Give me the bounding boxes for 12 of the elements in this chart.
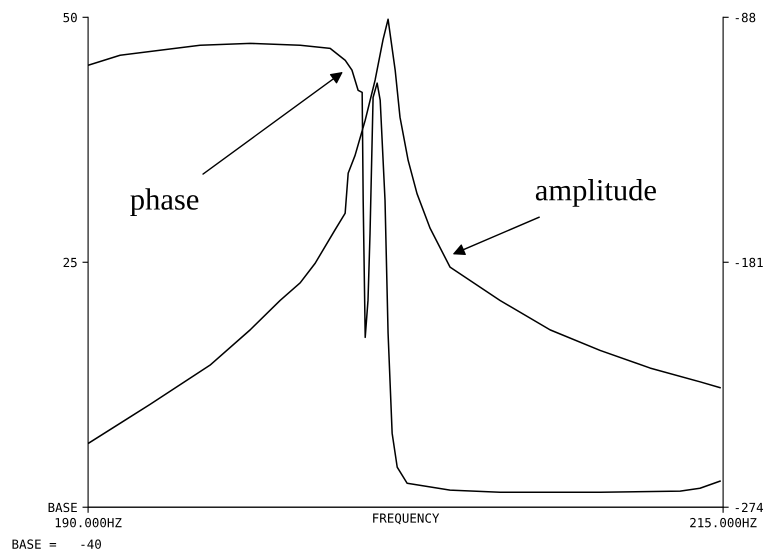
y2-tick-label: -88 [736, 12, 756, 22]
y-tick-label: BASE [48, 502, 77, 512]
text: BASE = -40 [12, 539, 101, 549]
annotation: amplitude [536, 179, 656, 207]
annotation: phase [130, 188, 198, 216]
y-tick-label: 25 [64, 258, 77, 268]
y-tick-label: 50 [63, 12, 77, 22]
y2-tick-label: -181 [736, 258, 763, 268]
x-tick-label: 215.000HZ [690, 518, 757, 528]
y2-tick-label: -274 [736, 502, 764, 512]
x-tick-label: 190.000HZ [56, 518, 122, 528]
x-axis-title: FREQUENCY [373, 513, 440, 524]
